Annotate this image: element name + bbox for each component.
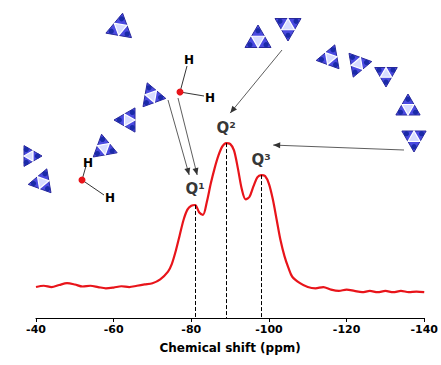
svg-text:H: H xyxy=(205,91,215,105)
svg-text:-100: -100 xyxy=(255,323,283,336)
svg-text:Q²: Q² xyxy=(217,119,236,137)
svg-text:Chemical shift (ppm): Chemical shift (ppm) xyxy=(160,341,301,355)
svg-text:-60: -60 xyxy=(104,323,124,336)
svg-text:Q¹: Q¹ xyxy=(186,180,205,198)
svg-text:-140: -140 xyxy=(410,323,438,336)
svg-text:H: H xyxy=(83,156,93,170)
svg-text:H: H xyxy=(105,191,115,205)
svg-text:Q³: Q³ xyxy=(252,151,271,169)
svg-text:H: H xyxy=(184,53,194,67)
svg-text:-120: -120 xyxy=(333,323,361,336)
svg-text:-40: -40 xyxy=(26,323,46,336)
svg-text:-80: -80 xyxy=(181,323,201,336)
